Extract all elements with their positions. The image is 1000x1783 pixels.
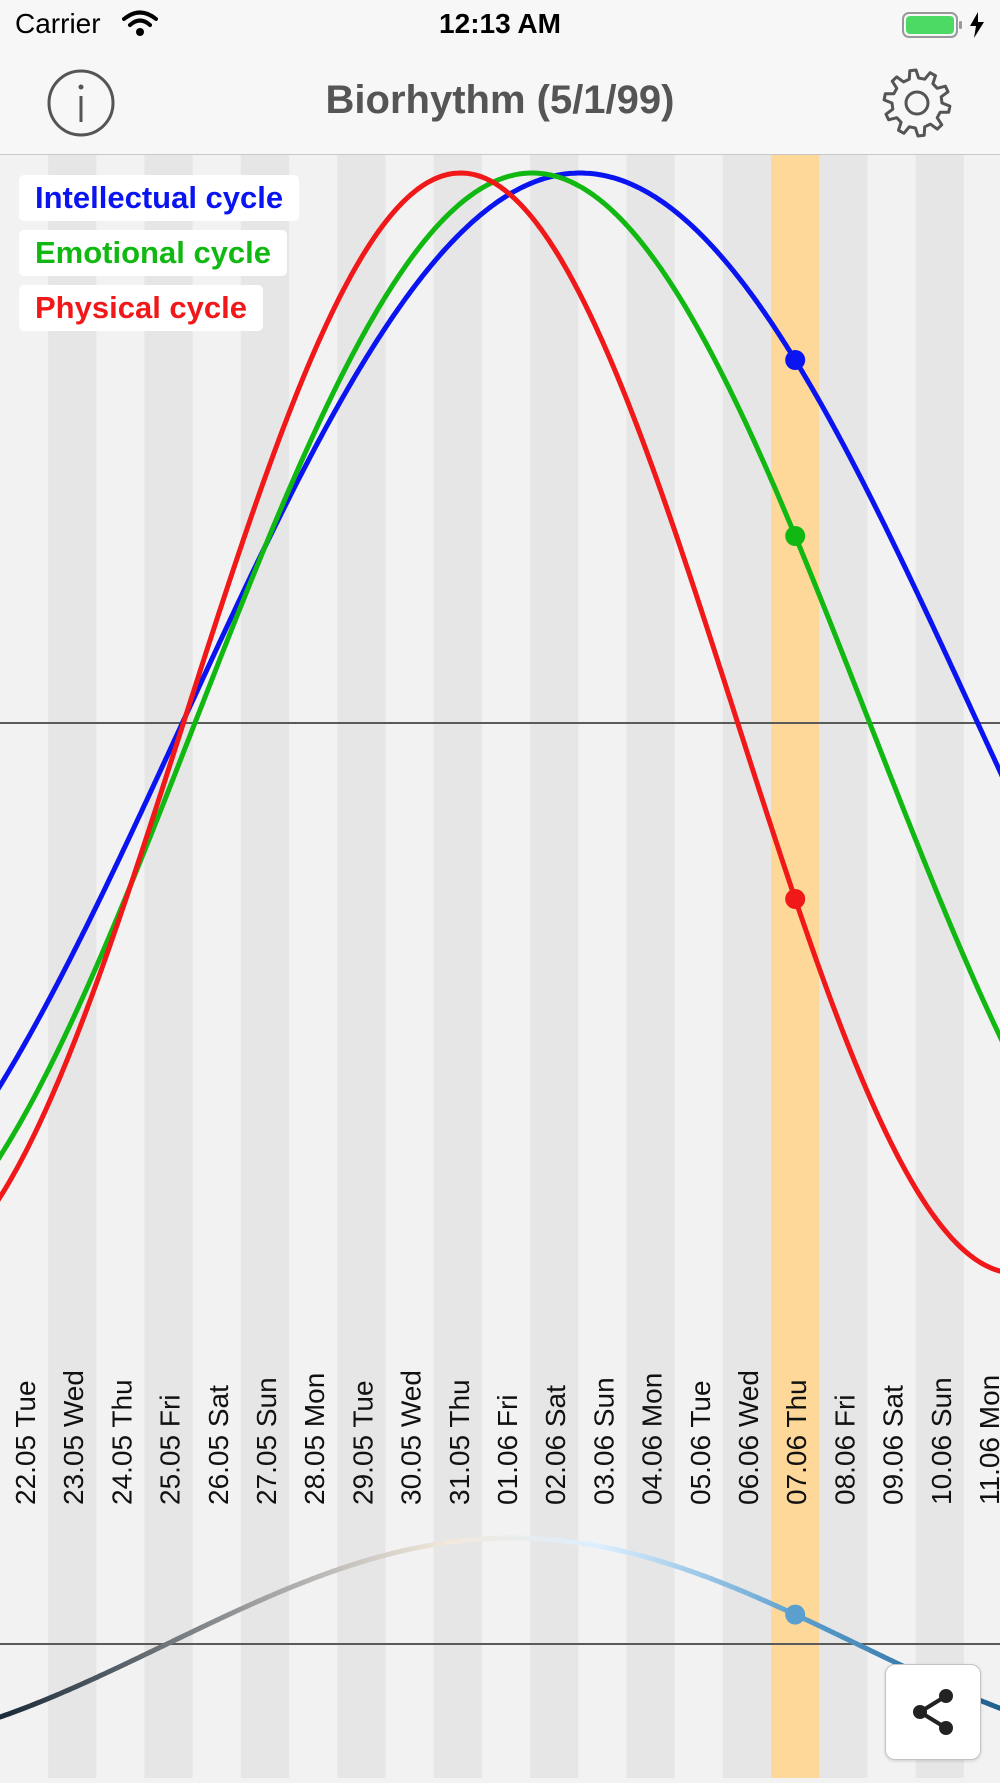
chart-canvas[interactable]: 22.05 Tue 23.05 Wed 24.05 Thu 25.05 Fri 26.0… <box>0 155 1000 1778</box>
day-stripe <box>722 155 772 1778</box>
day-stripe <box>819 155 868 1778</box>
x-tick-label: 04.06 Mon <box>637 1373 668 1505</box>
x-tick-label: 06.06 Wed <box>733 1370 764 1505</box>
series-line-physical <box>0 170 1000 1274</box>
x-tick-label: 31.05 Thu <box>444 1379 475 1505</box>
gear-hub <box>904 90 930 116</box>
legend-intellectual[interactable]: Intellectual cycle <box>19 175 300 221</box>
series-line-emotional <box>0 170 1000 1162</box>
status-time: 12:13 AM <box>439 8 561 39</box>
day-stripe <box>48 155 97 1778</box>
x-tick-label: 08.06 Fri <box>829 1395 860 1506</box>
battery-icon <box>902 12 984 38</box>
x-tick-label: 23.05 Wed <box>58 1370 89 1505</box>
combined-cycle-line <box>0 1535 1000 1720</box>
x-tick-label: 01.06 Fri <box>492 1395 523 1506</box>
info-icon <box>47 69 115 137</box>
x-tick-label: 27.05 Sun <box>251 1377 282 1505</box>
day-stripe <box>433 155 482 1778</box>
x-tick-label: 05.06 Tue <box>685 1380 716 1505</box>
share-button[interactable] <box>885 1664 981 1760</box>
x-tick-label: 29.05 Tue <box>347 1380 378 1505</box>
share-icon <box>913 1689 953 1735</box>
gear-outline <box>882 68 952 138</box>
x-tick-label: 07.06 Thu <box>781 1379 812 1505</box>
x-tick-label: 25.05 Fri <box>155 1395 186 1506</box>
day-stripe <box>915 155 964 1778</box>
x-tick-label: 10.06 Sun <box>926 1377 957 1505</box>
day-stripe <box>626 155 675 1778</box>
day-stripe <box>144 155 193 1778</box>
today-point-combined <box>785 1604 806 1625</box>
navigation-bar: Biorhythm (5/1/99) <box>0 54 1000 155</box>
series-line-intellectual <box>0 170 1000 1091</box>
status-bar: Carrier 12:13 AM <box>0 0 1000 54</box>
day-stripe <box>337 155 386 1778</box>
today-point-emotional <box>785 526 806 546</box>
today-point-physical <box>785 889 806 909</box>
x-tick-label: 03.06 Sun <box>588 1377 619 1505</box>
x-tick-label: 30.05 Wed <box>396 1370 427 1505</box>
x-tick-label: 28.05 Mon <box>299 1373 330 1505</box>
x-tick-label: 02.06 Sat <box>540 1385 571 1505</box>
legend-physical[interactable]: Physical cycle <box>19 285 263 331</box>
x-tick-label: 22.05 Tue <box>10 1380 41 1505</box>
today-point-intellectual <box>785 350 806 370</box>
x-tick-label: 26.05 Sat <box>203 1385 234 1505</box>
x-tick-label: 24.05 Thu <box>106 1379 137 1505</box>
legend-emotional[interactable]: Emotional cycle <box>19 230 288 276</box>
x-tick-label: 11.06 Mon <box>974 1375 1000 1505</box>
settings-button[interactable] <box>880 66 954 140</box>
x-tick-label: 09.06 Sat <box>878 1385 909 1505</box>
page-title: Biorhythm (5/1/99) <box>325 78 675 122</box>
day-stripe <box>530 155 579 1778</box>
carrier-label: Carrier <box>15 8 101 39</box>
day-stripe <box>240 155 290 1778</box>
today-column <box>771 155 820 1778</box>
wifi-icon <box>122 10 158 36</box>
biorhythm-chart[interactable]: 22.05 Tue 23.05 Wed 24.05 Thu 25.05 Fri 26.0… <box>0 155 1000 1778</box>
gear-icon <box>882 68 952 138</box>
info-button[interactable] <box>46 68 116 138</box>
